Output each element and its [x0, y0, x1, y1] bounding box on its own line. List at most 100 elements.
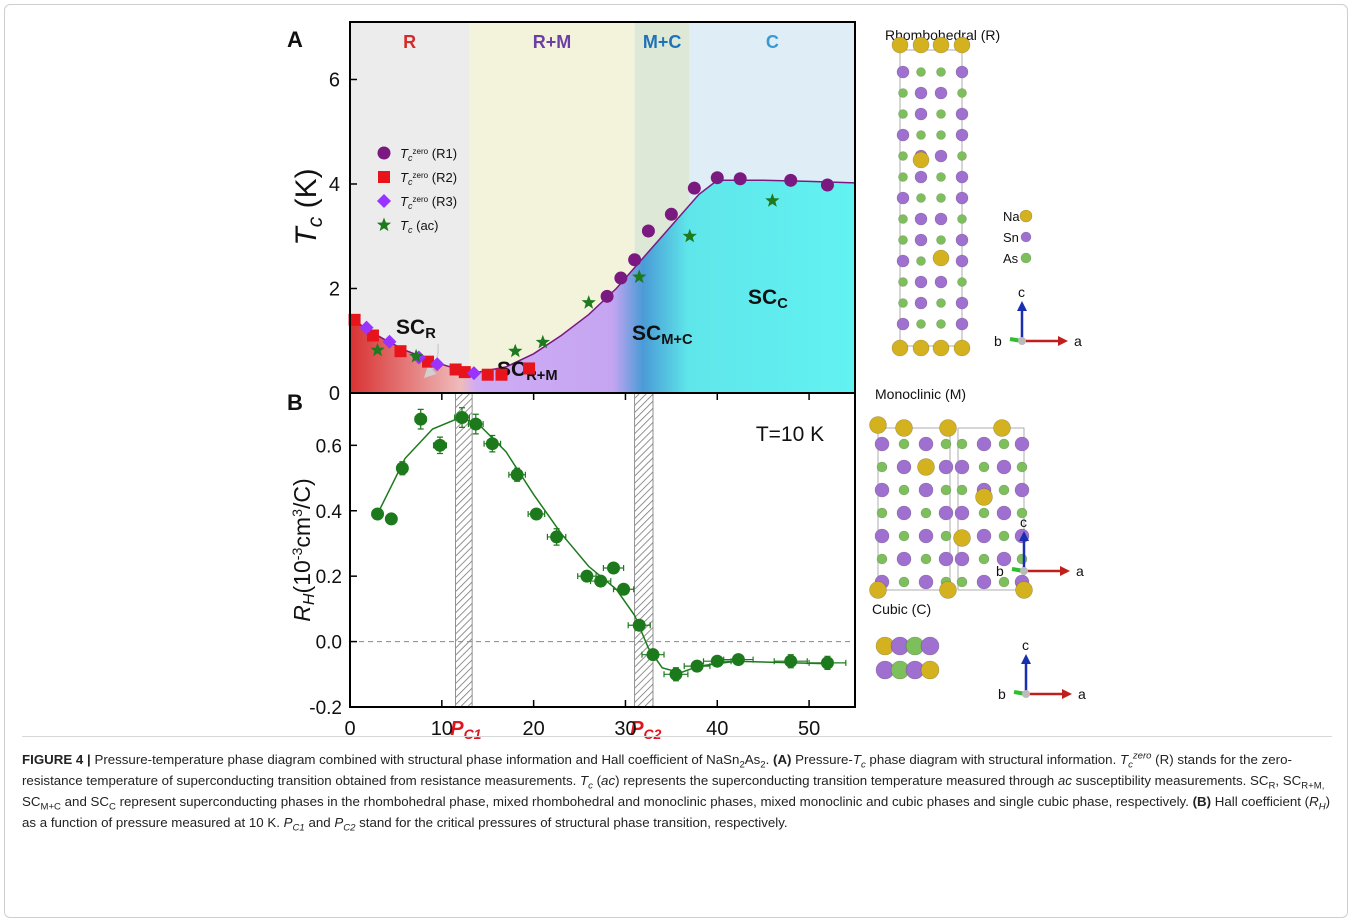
separator: [22, 736, 1332, 737]
atom: [976, 528, 992, 544]
atom: [916, 256, 926, 266]
atom: [920, 660, 940, 680]
y-tick-label: 0.2: [316, 567, 342, 588]
atom: [940, 530, 952, 542]
figure-frame: [4, 4, 1348, 918]
text-part: 3: [290, 509, 306, 517]
atom: [954, 459, 970, 475]
marker-circle: [784, 173, 798, 187]
atom: [936, 67, 946, 77]
atom: [918, 482, 934, 498]
atom: [898, 277, 908, 287]
annotation: T=10 K: [756, 423, 824, 446]
atom: [938, 505, 954, 521]
legend-label: Tczero (R2): [400, 170, 457, 187]
atom: [918, 574, 934, 590]
text-part: T: [290, 225, 323, 246]
marker-star: [765, 193, 780, 207]
atom: [975, 488, 993, 506]
text-part: -3: [290, 547, 306, 560]
atom: [918, 436, 934, 452]
structures: Rhombohedral (R) Monoclinic (M) Cubic (C) N…: [869, 27, 1086, 702]
caption-text: R+M,: [1301, 780, 1325, 792]
arrow-head: [1060, 566, 1070, 576]
marker-circle: [617, 582, 631, 596]
atom: [993, 419, 1011, 437]
axis-label: a: [1078, 686, 1086, 702]
caption-text: M+C: [40, 801, 61, 813]
caption-text: 2: [760, 759, 766, 771]
atom: [932, 249, 950, 267]
caption-text: c: [1128, 759, 1133, 771]
marker-star: [508, 343, 523, 358]
text-part: R: [425, 326, 436, 342]
atom: [998, 576, 1010, 588]
transition-band: [455, 392, 473, 708]
marker-square: [458, 366, 471, 379]
panel-letter: B: [287, 390, 303, 415]
marker-circle: [485, 437, 499, 451]
text-part: H: [300, 593, 318, 605]
marker-square: [366, 329, 379, 342]
marker-circle: [710, 171, 724, 185]
atom: [869, 581, 887, 599]
marker-square: [348, 313, 361, 326]
caption-text: zero: [1132, 750, 1152, 762]
atom: [874, 528, 890, 544]
structure-title: Cubic (C): [872, 601, 931, 617]
caption-text: P: [334, 815, 344, 830]
marker-diamond: [466, 366, 481, 381]
axis-label: a: [1076, 563, 1084, 579]
atom: [955, 254, 969, 268]
atom: [896, 317, 910, 331]
atom: [914, 233, 928, 247]
caption-text: 2: [739, 759, 745, 771]
atom: [898, 438, 910, 450]
marker-circle: [455, 411, 469, 425]
caption-text: ac: [1057, 773, 1072, 788]
marker-circle: [784, 654, 798, 668]
region-label: M+C: [643, 32, 682, 52]
axis-label: c: [1022, 637, 1029, 653]
axis-origin: [1018, 337, 1026, 345]
marker-circle: [710, 654, 724, 668]
atom: [876, 553, 888, 565]
caption-text: (: [592, 773, 602, 788]
atom: [869, 416, 887, 434]
arrow-head: [1019, 531, 1029, 541]
x-tick-label: 50: [798, 718, 820, 740]
atom: [953, 529, 971, 547]
atom: [957, 214, 967, 224]
fit-line: [376, 416, 828, 674]
atom-label: Sn: [1003, 230, 1019, 245]
caption-text: (B): [1192, 794, 1212, 809]
sc-label: SCC: [748, 286, 788, 312]
text-part: T: [400, 170, 409, 185]
atom: [916, 67, 926, 77]
atom: [938, 551, 954, 567]
atom: [996, 505, 1012, 521]
atom: [891, 36, 909, 54]
legend-label: Tczero (R1): [400, 146, 457, 163]
atom: [1016, 507, 1028, 519]
caption-text: FIGURE 4 |: [22, 752, 91, 767]
marker-square: [495, 368, 508, 381]
atom: [956, 484, 968, 496]
atom: [912, 151, 930, 169]
marker-circle: [641, 224, 655, 238]
x-tick-label: 20: [523, 718, 545, 740]
caption-text: C1: [292, 822, 305, 834]
atom: [936, 235, 946, 245]
atom: [914, 86, 928, 100]
atom: [898, 530, 910, 542]
atom: [978, 553, 990, 565]
legend-label: Tczero (R3): [400, 194, 457, 211]
y-tick-label: 0.4: [316, 502, 343, 523]
caption-text: ) as a function of pressure measured at …: [22, 794, 1331, 830]
atom: [936, 172, 946, 182]
atom: [936, 319, 946, 329]
marker-star: [581, 295, 596, 309]
panel-letter: A: [287, 27, 303, 52]
marker-circle: [733, 172, 747, 186]
x-tick-label: 30: [614, 718, 636, 740]
